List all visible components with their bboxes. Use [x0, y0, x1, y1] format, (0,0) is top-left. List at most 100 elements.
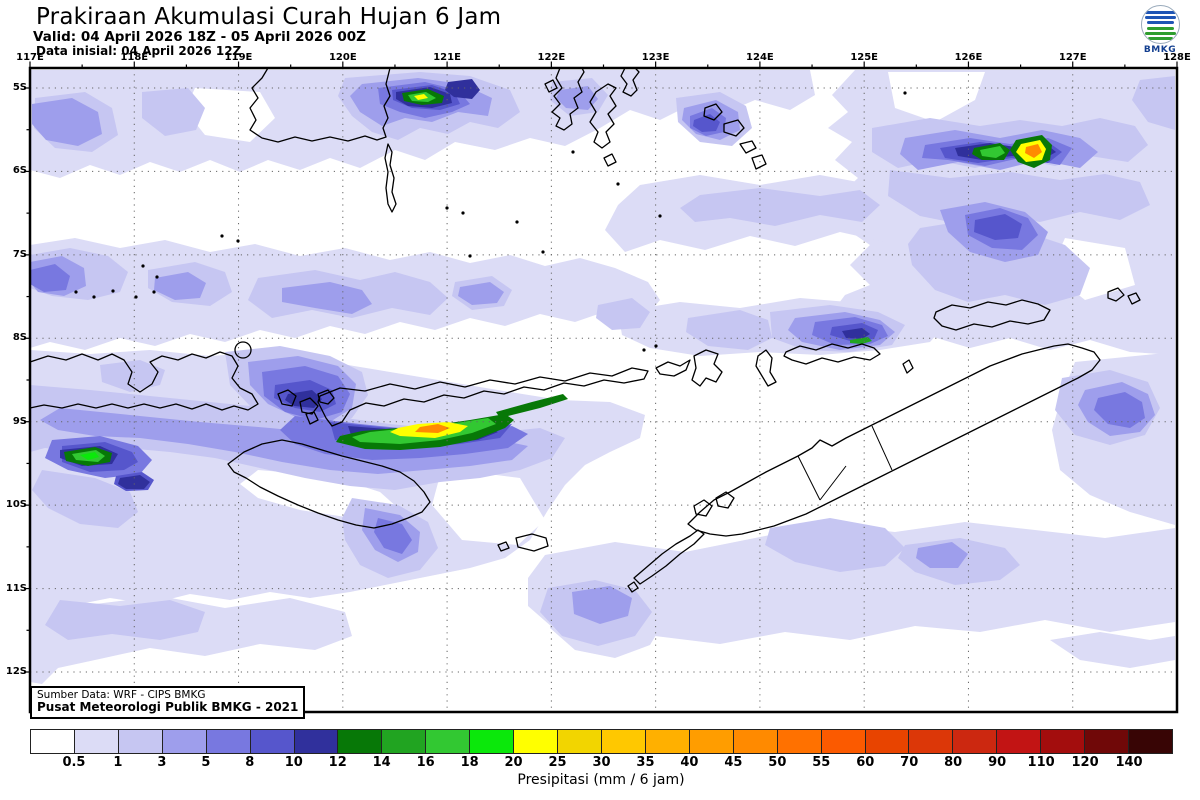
colorbar-cell: [293, 729, 339, 754]
colorbar-cell: [425, 729, 471, 754]
colorbar-tick-label: 16: [416, 755, 435, 770]
colorbar-tick-label: 55: [812, 755, 831, 770]
lat-label: 9S: [12, 415, 27, 427]
colorbar-cell: [249, 729, 295, 754]
colorbar-tick-label: 60: [856, 755, 875, 770]
colorbar: [30, 729, 1173, 754]
coast-flores: [317, 367, 649, 427]
colorbar-tick-label: 40: [680, 755, 699, 770]
colorbar-cell: [1040, 729, 1086, 754]
colorbar-tick-label: 12: [328, 755, 347, 770]
coast-komodo: [277, 389, 297, 407]
coast-selayar: [384, 143, 397, 213]
lon-label: 123E: [641, 52, 670, 63]
graticule-grid: [30, 68, 1177, 712]
coast-wetar: [933, 299, 1051, 331]
colorbar-tick-label: 5: [201, 755, 211, 770]
coast-buton: [589, 83, 617, 149]
coast-sangeang: [234, 341, 252, 359]
colorbar-tick-label: 18: [460, 755, 479, 770]
colorbar-cell: [864, 729, 910, 754]
colorbar-tick-label: 25: [548, 755, 567, 770]
colorbar-cell: [117, 729, 163, 754]
coast-pantar: [755, 349, 777, 387]
colorbar-tick-label: 110: [1027, 755, 1055, 770]
axis-ticks: [24, 61, 1178, 673]
lat-label: 7S: [12, 248, 27, 260]
coast-sumbawa: [29, 351, 259, 411]
colorbar-cell: [600, 729, 646, 754]
lon-label: 124E: [746, 52, 774, 63]
bmkg-logo-icon: [1140, 5, 1180, 44]
lat-label: 8S: [12, 332, 27, 344]
colorbar-cell: [688, 729, 734, 754]
lon-label: 121E: [433, 52, 461, 63]
colorbar-tick-label: 50: [768, 755, 787, 770]
lon-label: 125E: [850, 52, 879, 63]
colorbar-tick-label: 70: [900, 755, 919, 770]
coast-romang: [1107, 287, 1125, 302]
coast-alor: [783, 343, 881, 365]
coast-adonara: [655, 359, 691, 377]
coast-sumba: [227, 439, 431, 529]
colorbar-cell: [732, 729, 778, 754]
lon-label: 128E: [1163, 52, 1191, 63]
coast-lembata: [691, 349, 723, 387]
source-line2: Pusat Meteorologi Publik BMKG - 2021: [37, 700, 299, 715]
colorbar-cell: [1084, 729, 1130, 754]
colorbar-cell: [557, 729, 602, 754]
colorbar-cell: [30, 729, 75, 754]
colorbar-cell: [996, 729, 1042, 754]
lat-label: 11S: [5, 582, 27, 594]
lat-label: 10S: [5, 499, 27, 511]
coast-savu: [515, 533, 549, 552]
source-line1: Sumber Data: WRF - CIPS BMKG: [37, 689, 206, 701]
colorbar-tick-label: 35: [636, 755, 655, 770]
colorbar-tick-label: 8: [245, 755, 255, 770]
colorbar-cell: [908, 729, 954, 754]
precipitation-shading: [30, 70, 1175, 684]
colorbar-cell: [776, 729, 822, 754]
lon-label: 119E: [224, 52, 253, 63]
page-title: Prakiraan Akumulasi Curah Hujan 6 Jam: [36, 4, 502, 30]
colorbar-cell: [73, 729, 119, 754]
valid-time-label: Valid: 04 April 2026 18Z - 05 April 2026…: [33, 29, 366, 45]
coastlines: [29, 67, 1141, 593]
colorbar-tick-label: 120: [1071, 755, 1099, 770]
lat-label: 12S: [5, 666, 27, 677]
lon-label: 127E: [1058, 52, 1087, 63]
coast-buton-north: [620, 67, 640, 97]
colorbar-cell: [1128, 729, 1173, 754]
colorbar-cell: [381, 729, 427, 754]
colorbar-tick-label: 0.5: [62, 755, 86, 770]
colorbar-tick-label: 80: [944, 755, 963, 770]
colorbar-cell: [469, 729, 515, 754]
colorbar-cell: [161, 729, 207, 754]
coast-semau: [693, 499, 713, 517]
colorbar-tick-label: 30: [592, 755, 611, 770]
colorbar-tick-label: 20: [504, 755, 523, 770]
lat-label: 6S: [12, 165, 27, 177]
lon-label: 118E: [120, 52, 149, 63]
colorbar-caption: Presipitasi (mm / 6 jam): [517, 772, 685, 788]
lon-label: 117E: [16, 52, 44, 63]
coast-muna: [551, 67, 585, 131]
lat-label: 5S: [12, 82, 27, 93]
colorbar-tick-label: 14: [372, 755, 391, 770]
coast-south-sulawesi: [249, 67, 391, 143]
colorbar-cell: [644, 729, 690, 754]
colorbar-tick-label: 45: [724, 755, 743, 770]
timor-internal-border: [797, 425, 893, 501]
lon-label: 126E: [954, 52, 983, 63]
coast-rote: [633, 529, 705, 585]
bmkg-logo: BMKG: [1140, 5, 1180, 55]
lon-label: 122E: [537, 52, 566, 63]
bmkg-logo-text: BMKG: [1143, 45, 1177, 55]
colorbar-tick-label: 1: [113, 755, 123, 770]
small-islets: [74, 91, 907, 352]
colorbar-cell: [337, 729, 383, 754]
coast-wakatobi: [703, 103, 723, 121]
coast-atauro: [902, 359, 914, 374]
